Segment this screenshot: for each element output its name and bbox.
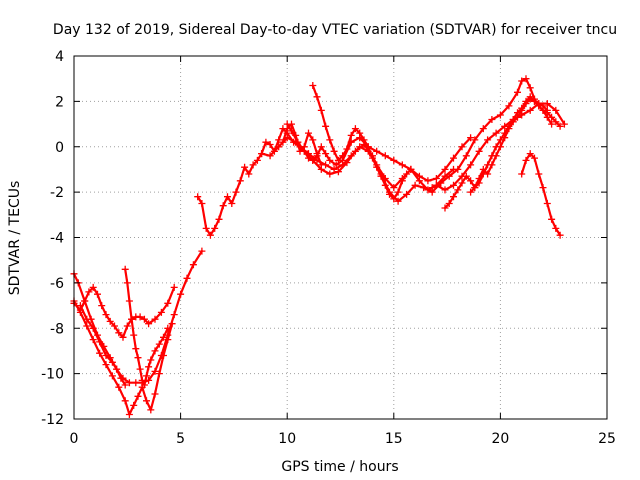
x-tick-label: 25 (598, 431, 616, 447)
y-tick-label: -2 (50, 185, 64, 201)
series-track-5 (76, 302, 129, 389)
y-tick-label: 0 (55, 140, 64, 156)
y-axis-label: SDTVAR / TECUs (7, 181, 23, 296)
series-track-12 (441, 95, 556, 212)
y-tick-label: -6 (50, 276, 64, 292)
series-track-15 (279, 120, 325, 169)
series-line (260, 136, 442, 203)
x-tick-label: 15 (385, 431, 403, 447)
series-line (72, 299, 174, 416)
data-point-markers (279, 120, 325, 169)
x-tick-label: 10 (278, 431, 296, 447)
series-line (72, 286, 176, 339)
data-point-markers (309, 82, 415, 203)
series-line (520, 152, 562, 237)
y-tick-label: 4 (55, 49, 64, 65)
series-track-8 (283, 120, 475, 185)
series-track-4 (121, 265, 172, 389)
data-layer (70, 75, 568, 418)
data-point-markers (194, 125, 457, 239)
series-track-6 (194, 125, 457, 239)
x-tick-label: 0 (70, 431, 79, 447)
series-track-13 (467, 93, 551, 196)
series-line (196, 127, 455, 237)
x-tick-label: 5 (176, 431, 185, 447)
y-tick-label: 2 (55, 94, 64, 110)
data-point-markers (76, 302, 129, 389)
y-tick-label: -4 (50, 231, 64, 247)
x-tick-label: 20 (491, 431, 509, 447)
data-point-markers (121, 265, 172, 389)
series-line (281, 122, 323, 166)
x-axis-label: GPS time / hours (281, 459, 398, 475)
ticks: 0 5 10 15 20 25 -12 -10 -8 -6 -4 -2 0 2 4 (41, 49, 616, 447)
data-point-markers (467, 93, 551, 196)
series-track-14 (518, 150, 564, 239)
y-tick-label: -12 (41, 412, 64, 428)
series-line (469, 95, 549, 194)
series-track-9 (309, 82, 415, 203)
series-track-3 (70, 283, 178, 341)
y-tick-label: -8 (50, 321, 64, 337)
y-tick-label: -10 (41, 367, 64, 383)
series-line (311, 84, 412, 200)
chart-title: Day 132 of 2019, Sidereal Day-to-day VTE… (53, 22, 617, 38)
data-point-markers (518, 150, 564, 239)
